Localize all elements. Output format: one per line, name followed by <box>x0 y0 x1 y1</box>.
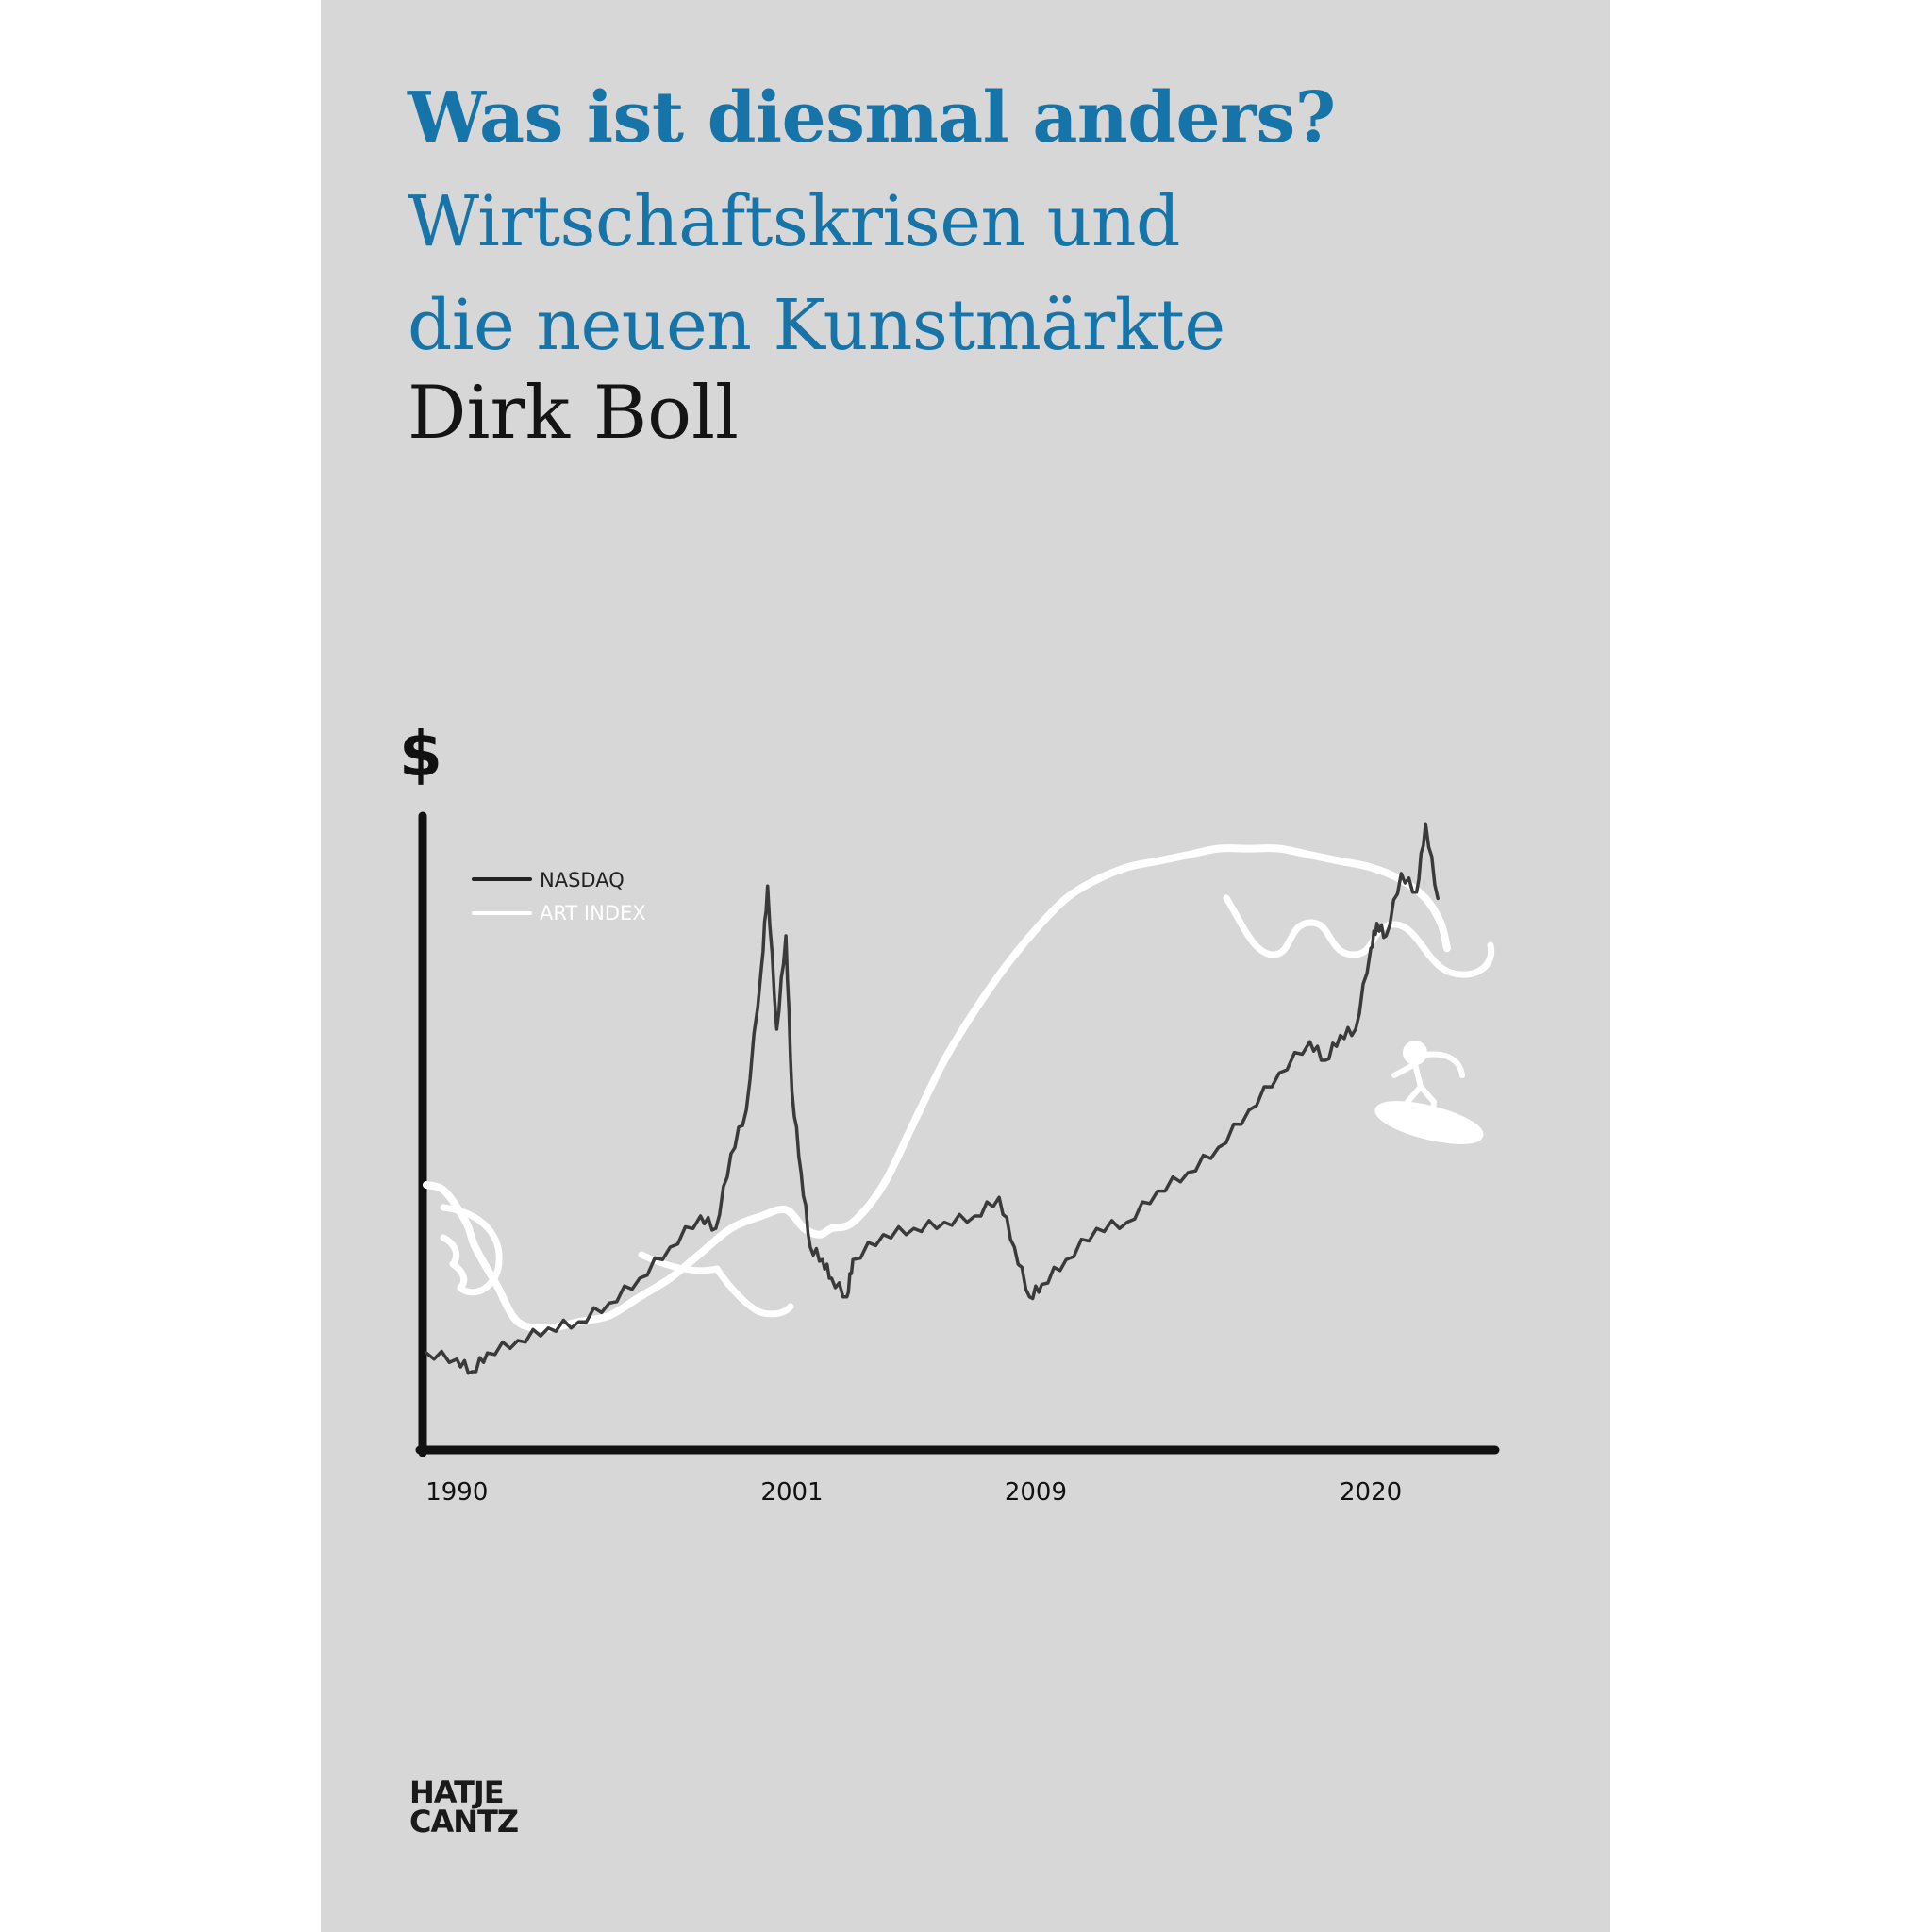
series-line-art-index <box>423 844 1451 1332</box>
subtitle-line-2: die neuen Kunstmärkte <box>408 285 1225 366</box>
subtitle-line-1: Wirtschaftskrisen und <box>408 181 1180 262</box>
series-line-nasdaq <box>425 822 1440 1375</box>
publisher-line-2: CANTZ <box>409 1804 519 1840</box>
legend-label-art-index: ART INDEX <box>540 902 646 924</box>
cover-chart: $ NASDAQ ART INDEX 1990 2001 2009 2020 <box>399 718 1500 1507</box>
book-subtitle: Wirtschaftskrisen und die neuen Kunstmär… <box>408 170 1225 377</box>
chart-legend: NASDAQ ART INDEX <box>472 869 646 924</box>
y-axis-dollar-label: $ <box>399 718 442 791</box>
book-cover: Was ist diesmal anders? Wirtschaftskrise… <box>321 0 1610 1932</box>
legend-label-nasdaq: NASDAQ <box>540 869 625 891</box>
surfer-head <box>1403 1041 1427 1065</box>
publisher-line-1: HATJE <box>409 1774 505 1810</box>
x-axis-tick-labels: 1990 2001 2009 2020 <box>425 1478 1402 1507</box>
author-name: Dirk Boll <box>408 371 739 456</box>
surfboard <box>1374 1101 1484 1144</box>
x-tick-label-2001: 2001 <box>760 1478 823 1507</box>
surfer-body <box>1391 1051 1465 1122</box>
wave-crest-left <box>440 1204 503 1296</box>
book-title: Was ist diesmal anders? <box>408 77 1336 158</box>
surfer-figure <box>1374 1041 1484 1144</box>
wave-decorations <box>440 894 1495 1318</box>
publisher-logo: HATJE CANTZ <box>409 1774 519 1840</box>
x-tick-label-2020: 2020 <box>1340 1478 1402 1507</box>
x-tick-label-1990: 1990 <box>425 1478 488 1507</box>
x-tick-label-2009: 2009 <box>1005 1478 1067 1507</box>
wave-crest-right <box>1223 894 1495 978</box>
